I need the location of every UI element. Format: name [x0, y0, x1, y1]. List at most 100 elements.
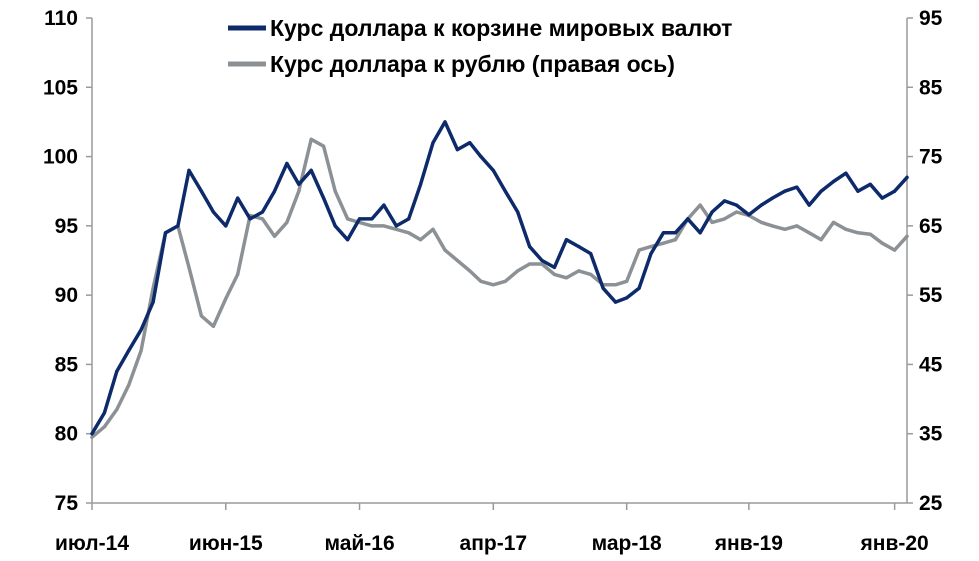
data-point — [770, 224, 775, 228]
x-tick-label: апр-17 — [460, 532, 528, 555]
data-point — [443, 120, 447, 124]
legend-label-basket: Курс доллара к корзине мировых валют — [270, 15, 732, 41]
data-point — [516, 210, 520, 214]
data-point — [297, 189, 301, 193]
data-point — [819, 238, 823, 242]
data-point — [139, 349, 143, 353]
data-point — [443, 248, 447, 252]
data-point — [552, 272, 557, 276]
data-point — [661, 241, 666, 245]
data-point — [807, 203, 811, 207]
data-point — [540, 262, 544, 266]
right-tick-label: 45 — [919, 353, 943, 376]
data-point — [260, 217, 265, 221]
data-point — [819, 189, 823, 193]
data-point — [322, 196, 326, 200]
data-point — [407, 217, 411, 221]
left-tick-label: 75 — [55, 492, 79, 515]
data-point — [637, 286, 641, 290]
data-point — [722, 199, 727, 203]
data-point — [309, 137, 313, 141]
data-point — [163, 231, 168, 235]
data-point — [601, 286, 605, 290]
data-point — [346, 238, 350, 242]
data-point — [382, 203, 386, 207]
data-point — [322, 144, 326, 148]
left-tick-label: 90 — [55, 284, 78, 307]
data-point — [625, 279, 629, 283]
data-point — [272, 234, 277, 238]
right-tick-label: 55 — [919, 284, 943, 307]
data-point — [673, 231, 678, 235]
data-point — [102, 411, 106, 415]
data-point — [880, 196, 884, 200]
data-point — [199, 189, 203, 193]
right-tick-label: 85 — [919, 76, 943, 99]
x-tick-label: июл-14 — [55, 532, 129, 555]
data-point — [564, 238, 569, 242]
x-tick-label: янв-20 — [860, 532, 929, 555]
data-point — [127, 349, 131, 353]
data-point — [468, 141, 472, 145]
data-point — [589, 252, 593, 256]
data-point — [649, 245, 653, 249]
x-axis: июл-14 июн-15 май-16 апр-17 мар-18 янв-19 янв-… — [55, 502, 929, 555]
data-point — [722, 217, 727, 221]
data-point — [516, 269, 520, 273]
data-point — [783, 189, 787, 193]
data-point — [260, 210, 265, 214]
x-tick-label: май-16 — [324, 532, 394, 555]
data-point — [686, 217, 690, 221]
data-point — [856, 231, 860, 235]
data-point — [297, 182, 301, 186]
right-y-axis: 25 35 45 55 65 75 85 95 — [906, 7, 943, 515]
data-point — [552, 265, 557, 269]
data-point — [431, 227, 435, 231]
data-point — [698, 203, 702, 207]
data-point — [577, 269, 581, 273]
data-point — [187, 168, 191, 172]
left-tick-label: 80 — [55, 423, 78, 446]
data-point — [115, 407, 119, 412]
data-point — [139, 328, 143, 332]
right-tick-label: 35 — [919, 423, 943, 446]
data-point — [285, 161, 289, 166]
left-tick-label: 105 — [43, 76, 78, 99]
data-point — [394, 224, 398, 228]
x-tick-label: мар-18 — [592, 532, 662, 555]
data-point — [309, 168, 313, 172]
right-tick-label: 65 — [919, 215, 943, 238]
data-point — [577, 245, 581, 249]
data-point — [419, 238, 423, 242]
data-point — [491, 168, 495, 172]
data-point — [90, 435, 94, 439]
data-point — [783, 227, 787, 231]
right-tick-label: 25 — [919, 492, 943, 515]
data-point — [698, 231, 702, 235]
data-point — [346, 217, 350, 221]
data-point — [370, 217, 374, 221]
data-point — [503, 189, 507, 193]
data-point — [211, 324, 215, 328]
data-point — [844, 171, 848, 175]
legend-label-ruble: Курс доллара к рублю (правая ось) — [270, 51, 675, 77]
data-point — [734, 203, 739, 207]
data-point — [236, 272, 240, 276]
data-point — [357, 217, 362, 221]
data-point — [905, 175, 909, 179]
data-point — [394, 227, 398, 231]
data-point — [455, 148, 459, 152]
data-point — [893, 189, 897, 193]
data-point — [199, 314, 203, 318]
data-point — [673, 238, 678, 242]
data-point — [868, 232, 872, 236]
data-point — [868, 182, 872, 186]
x-tick-label: янв-19 — [714, 532, 783, 555]
data-point — [272, 189, 277, 193]
data-point — [759, 203, 763, 207]
data-point — [734, 210, 739, 214]
data-point — [528, 262, 532, 266]
data-point — [844, 227, 848, 231]
data-point — [285, 220, 289, 224]
